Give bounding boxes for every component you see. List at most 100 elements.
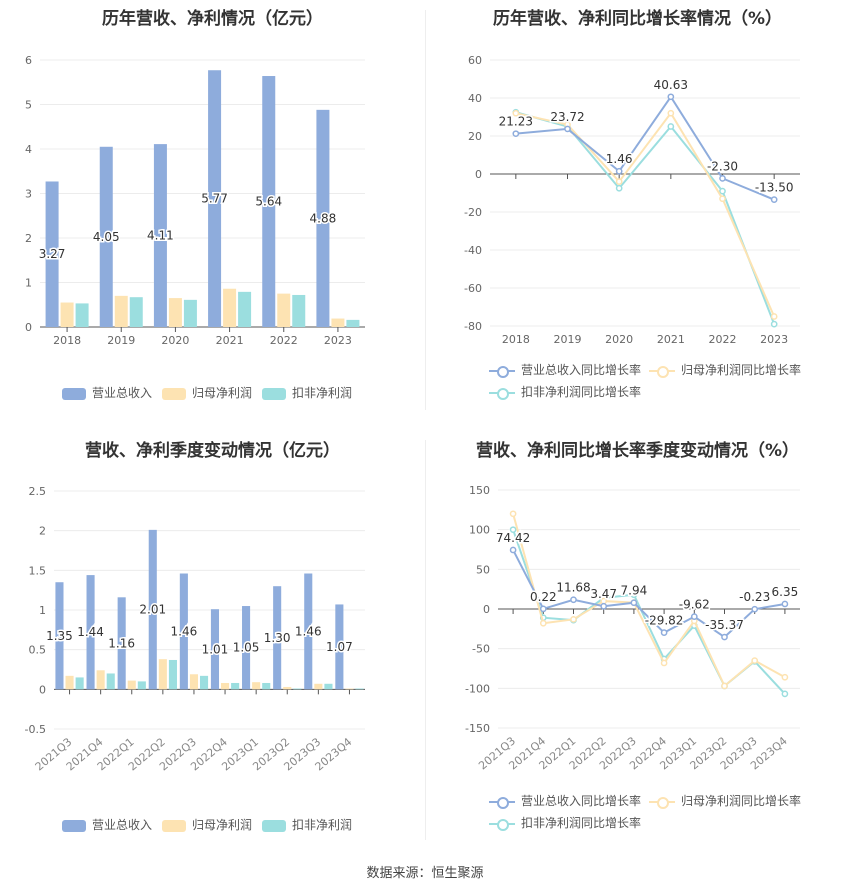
y-tick-label: 2: [39, 525, 46, 538]
y-tick-label: 1.5: [29, 564, 47, 577]
bar-扣非净利润-2021Q3: [75, 677, 84, 690]
x-tick-label: 2023: [760, 333, 788, 346]
bar-归母净利润-2022Q2: [158, 659, 167, 690]
point-营业总收入同比增长率-2022: [719, 175, 726, 182]
legend-swatch: [489, 387, 515, 400]
y-tick-label: 2: [25, 232, 32, 245]
point-营业总收入同比增长率-2022Q3: [630, 599, 638, 607]
legend-item-deducted-profit-growth[interactable]: 扣非净利润同比增长率: [489, 383, 641, 400]
point-营业总收入同比增长率-2021Q4: [539, 605, 547, 613]
quarterly-bar-chart: -0.500.511.522.52021Q32021Q42022Q12022Q2…: [25, 485, 365, 773]
data-label: 23.72: [550, 110, 584, 124]
bar-归母净利润-2018: [60, 302, 74, 327]
point-归母净利润同比增长率-2021Q3: [509, 510, 517, 518]
y-tick-label: 0: [25, 321, 32, 334]
legend-swatch: [489, 365, 515, 378]
series-line-营业总收入同比增长率: [515, 94, 775, 201]
legend-item-revenue-growth[interactable]: 营业总收入同比增长率: [489, 361, 641, 378]
y-tick-label: -40: [464, 244, 482, 257]
data-label: 1.46: [171, 624, 198, 638]
legend-item-revenue-growth[interactable]: 营业总收入同比增长率: [489, 792, 641, 809]
bar-扣非净利润-2018: [75, 303, 89, 327]
legend-item-revenue[interactable]: 营业总收入: [62, 384, 152, 401]
bar-归母净利润-2022: [277, 293, 291, 327]
chart-title: 营收、净利同比增长率季度变动情况（%）: [475, 441, 800, 461]
legend-swatch: [489, 796, 515, 809]
bar-营业总收入-2021: [208, 70, 222, 328]
data-label: 1.07: [326, 640, 353, 654]
bar-营业总收入-2018: [45, 181, 59, 327]
legend-item-deducted-profit[interactable]: 扣非净利润: [262, 816, 352, 833]
point-营业总收入同比增长率-2021: [667, 93, 675, 101]
point-归母净利润同比增长率-2023: [770, 313, 778, 320]
y-tick-label: 1: [39, 604, 46, 617]
bar-归母净利润-2023: [331, 318, 345, 327]
bar-营业总收入-2023Q1: [242, 606, 251, 690]
series-line-营业总收入同比增长率: [512, 549, 786, 639]
series-line-归母净利润同比增长率: [512, 513, 786, 688]
legend-swatch: [62, 387, 86, 400]
point-归母净利润同比增长率-2018: [512, 109, 520, 117]
chart-annual-growth: 历年营收、净利同比增长率情况（%） -80 -60 -40 -20 0 20 40 60 201…: [425, 0, 850, 430]
y-tick-label: -150: [465, 722, 490, 735]
point-营业总收入同比增长率-2022Q4: [660, 629, 668, 637]
point-营业总收入同比增长率-2022Q1: [570, 596, 577, 604]
point-归母净利润同比增长率-2022: [719, 195, 726, 203]
data-label: 0.22: [530, 590, 557, 604]
bar-归母净利润-2021Q3: [65, 675, 74, 690]
point-营业总收入同比增长率-2023Q1: [690, 613, 698, 620]
y-tick-label: 1: [25, 277, 32, 290]
x-tick-label: 2020: [161, 334, 189, 347]
data-label: 1.16: [108, 636, 135, 650]
point-扣非净利润同比增长率-2021Q3: [509, 526, 517, 534]
data-label: 1.46: [295, 624, 322, 638]
y-tick-label: 40: [468, 92, 482, 105]
chart-title: 历年营收、净利同比增长率情况（%）: [492, 9, 783, 29]
point-营业总收入同比增长率-2019: [564, 125, 571, 133]
bar-扣非净利润-2021: [238, 291, 252, 327]
data-label: -29.82: [645, 614, 684, 628]
bar-营业总收入-2021Q4: [86, 575, 95, 690]
data-label: 1.01: [202, 642, 229, 656]
bar-营业总收入-2022Q1: [117, 597, 126, 690]
data-label: -13.50: [755, 181, 794, 195]
legend-item-net-profit-growth[interactable]: 归母净利润同比增长率: [649, 792, 801, 809]
data-label: 2.01: [139, 603, 166, 617]
point-营业总收入同比增长率-2021Q3: [509, 546, 517, 554]
y-tick-label: 100: [469, 524, 490, 537]
point-归母净利润同比增长率-2021: [667, 109, 675, 117]
bar-营业总收入-2022Q3: [179, 573, 188, 690]
x-tick-label: 2021: [657, 333, 685, 346]
legend-item-deducted-profit-growth[interactable]: 扣非净利润同比增长率: [489, 814, 641, 831]
bar-归母净利润-2022Q1: [127, 680, 136, 690]
bar-营业总收入-2023Q4: [335, 604, 344, 690]
legend-label: 归母净利润同比增长率: [681, 794, 802, 808]
annual-line-chart: -80 -60 -40 -20 0 20 40 60 2018 2019 2020 2021 2022 2…: [464, 54, 800, 346]
bar-营业总收入-2023Q3: [304, 573, 313, 690]
bar-归母净利润-2022Q3: [189, 674, 198, 690]
legend-label: 扣非净利润: [292, 818, 353, 832]
y-tick-label: 0: [39, 683, 46, 696]
y-tick-label: -0.5: [25, 723, 46, 736]
legend-item-revenue[interactable]: 营业总收入: [62, 816, 152, 833]
legend-item-net-profit[interactable]: 归母净利润: [162, 816, 252, 833]
chart-title: 历年营收、净利情况（亿元）: [102, 9, 323, 29]
data-label: 1.44: [77, 625, 104, 639]
y-tick-label: 2.5: [29, 485, 47, 498]
point-扣非净利润同比增长率-2020: [615, 184, 623, 192]
legend-item-net-profit[interactable]: 归母净利润: [162, 384, 252, 401]
y-tick-label: 6: [25, 54, 32, 67]
y-tick-label: 60: [468, 54, 482, 67]
legend-label: 归母净利润同比增长率: [681, 363, 802, 377]
legend-item-net-profit-growth[interactable]: 归母净利润同比增长率: [649, 361, 801, 378]
data-label: 7.94: [621, 584, 648, 598]
bar-营业总收入-2021Q3: [55, 582, 64, 690]
bar-扣非净利润-2023Q3: [324, 683, 333, 690]
legend-item-deducted-profit[interactable]: 扣非净利润: [262, 384, 352, 401]
x-tick-label: 2018: [53, 334, 81, 347]
series-line-归母净利润同比增长率: [515, 111, 776, 317]
bar-归母净利润-2020: [168, 298, 182, 327]
bar-归母净利润-2021: [223, 288, 237, 327]
quarterly-line-chart: -150-100-500501001502021Q32021Q42022Q120…: [465, 484, 800, 772]
y-tick-label: -50: [472, 643, 490, 656]
